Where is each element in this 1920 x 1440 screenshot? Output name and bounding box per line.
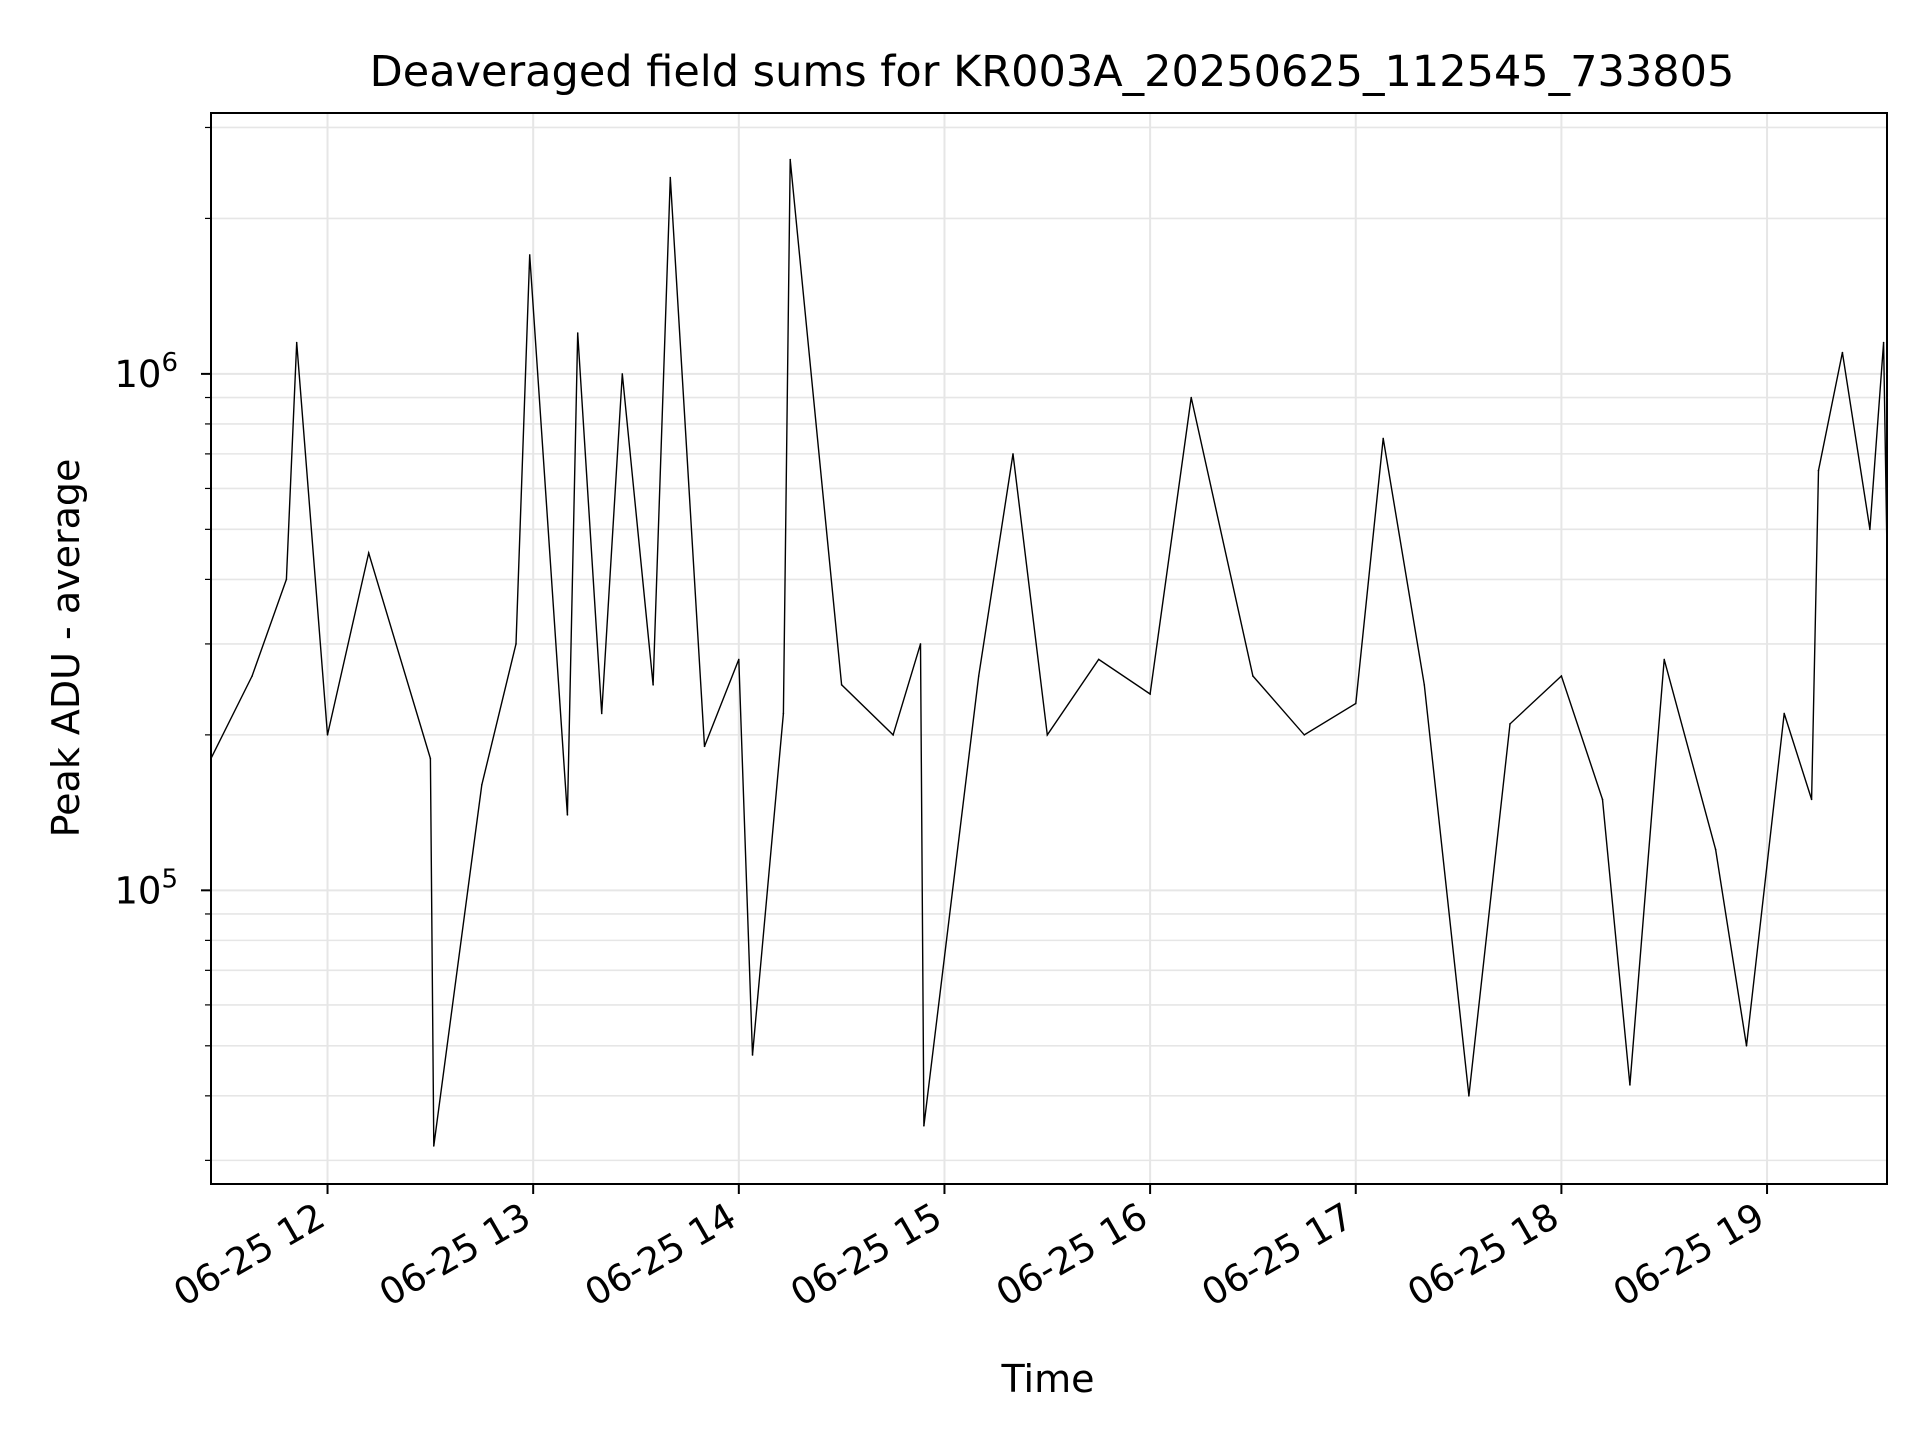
x-axis-ticks: 06-25 12 06-25 13 06-25 14 06-25 15 06-25 16… bbox=[166, 1184, 1772, 1315]
data-point bbox=[1012, 453, 1014, 455]
data-point bbox=[1190, 396, 1193, 399]
data-point bbox=[1046, 734, 1049, 736]
data-point bbox=[1663, 658, 1666, 661]
y-axis-label: Peak ADU - average bbox=[44, 459, 88, 838]
data-point bbox=[576, 332, 579, 334]
x-tick-label: 06-25 18 bbox=[1400, 1195, 1566, 1315]
plot-frame bbox=[210, 112, 1888, 1185]
data-point bbox=[652, 684, 654, 686]
data-point bbox=[892, 734, 894, 736]
data-point bbox=[1601, 798, 1604, 801]
data-point bbox=[528, 254, 531, 256]
data-point bbox=[429, 757, 432, 760]
x-tick-label: 06-25 16 bbox=[989, 1195, 1155, 1315]
data-point bbox=[1841, 351, 1844, 354]
y-tick-label: 106 bbox=[114, 348, 178, 396]
data-point bbox=[738, 658, 740, 661]
y-tick-label: 105 bbox=[114, 864, 178, 912]
data-point bbox=[1817, 469, 1820, 472]
y-tick-base: 10 bbox=[114, 869, 161, 912]
plot-layer bbox=[211, 158, 1887, 1147]
grid-lines bbox=[211, 113, 1887, 1184]
data-point bbox=[566, 814, 569, 816]
data-point bbox=[480, 784, 483, 786]
x-tick-label: 06-25 12 bbox=[166, 1195, 332, 1315]
chart-title: Deaveraged field sums for KR003A_2025062… bbox=[370, 47, 1735, 97]
data-point bbox=[432, 1145, 435, 1147]
x-tick-label: 06-25 14 bbox=[578, 1195, 744, 1315]
data-point bbox=[1509, 723, 1511, 725]
data-point bbox=[1149, 693, 1151, 695]
data-point bbox=[840, 684, 843, 686]
data-point bbox=[1382, 437, 1384, 440]
data-point bbox=[1745, 1044, 1748, 1047]
x-axis-label: Time bbox=[1001, 1357, 1095, 1401]
x-tick-label: 06-25 17 bbox=[1195, 1195, 1361, 1315]
data-point bbox=[1097, 658, 1100, 661]
data-point bbox=[251, 675, 253, 677]
data-point bbox=[367, 552, 370, 554]
data-point bbox=[326, 734, 329, 736]
data-point bbox=[285, 578, 288, 581]
data-point bbox=[923, 1124, 925, 1127]
y-tick-base: 10 bbox=[114, 353, 161, 396]
data-point bbox=[1714, 848, 1717, 851]
data-point bbox=[1423, 684, 1426, 686]
x-tick-label: 06-25 13 bbox=[372, 1195, 538, 1315]
data-point bbox=[1810, 798, 1813, 801]
data-point bbox=[1252, 675, 1254, 677]
data-point bbox=[751, 1054, 754, 1056]
data-point bbox=[782, 712, 785, 715]
data-point bbox=[1303, 734, 1306, 736]
data-point bbox=[1560, 675, 1563, 677]
data-point bbox=[977, 675, 980, 677]
series-line bbox=[211, 159, 1887, 1146]
y-tick-exponent: 6 bbox=[161, 348, 178, 378]
data-point bbox=[1354, 702, 1357, 705]
data-point bbox=[1882, 341, 1885, 344]
data-point bbox=[789, 158, 792, 161]
data-point bbox=[621, 373, 624, 375]
data-point bbox=[1783, 712, 1785, 715]
y-tick-exponent: 5 bbox=[161, 864, 178, 894]
data-point bbox=[669, 176, 672, 179]
data-point bbox=[1629, 1084, 1631, 1086]
data-point bbox=[703, 745, 706, 748]
data-point bbox=[919, 643, 922, 645]
data-point bbox=[295, 341, 298, 344]
data-point bbox=[600, 712, 603, 715]
x-tick-label: 06-25 15 bbox=[783, 1195, 949, 1315]
data-point bbox=[515, 643, 517, 645]
data-point bbox=[1869, 528, 1871, 531]
x-tick-label: 06-25 19 bbox=[1606, 1195, 1772, 1315]
data-point bbox=[1468, 1095, 1470, 1097]
